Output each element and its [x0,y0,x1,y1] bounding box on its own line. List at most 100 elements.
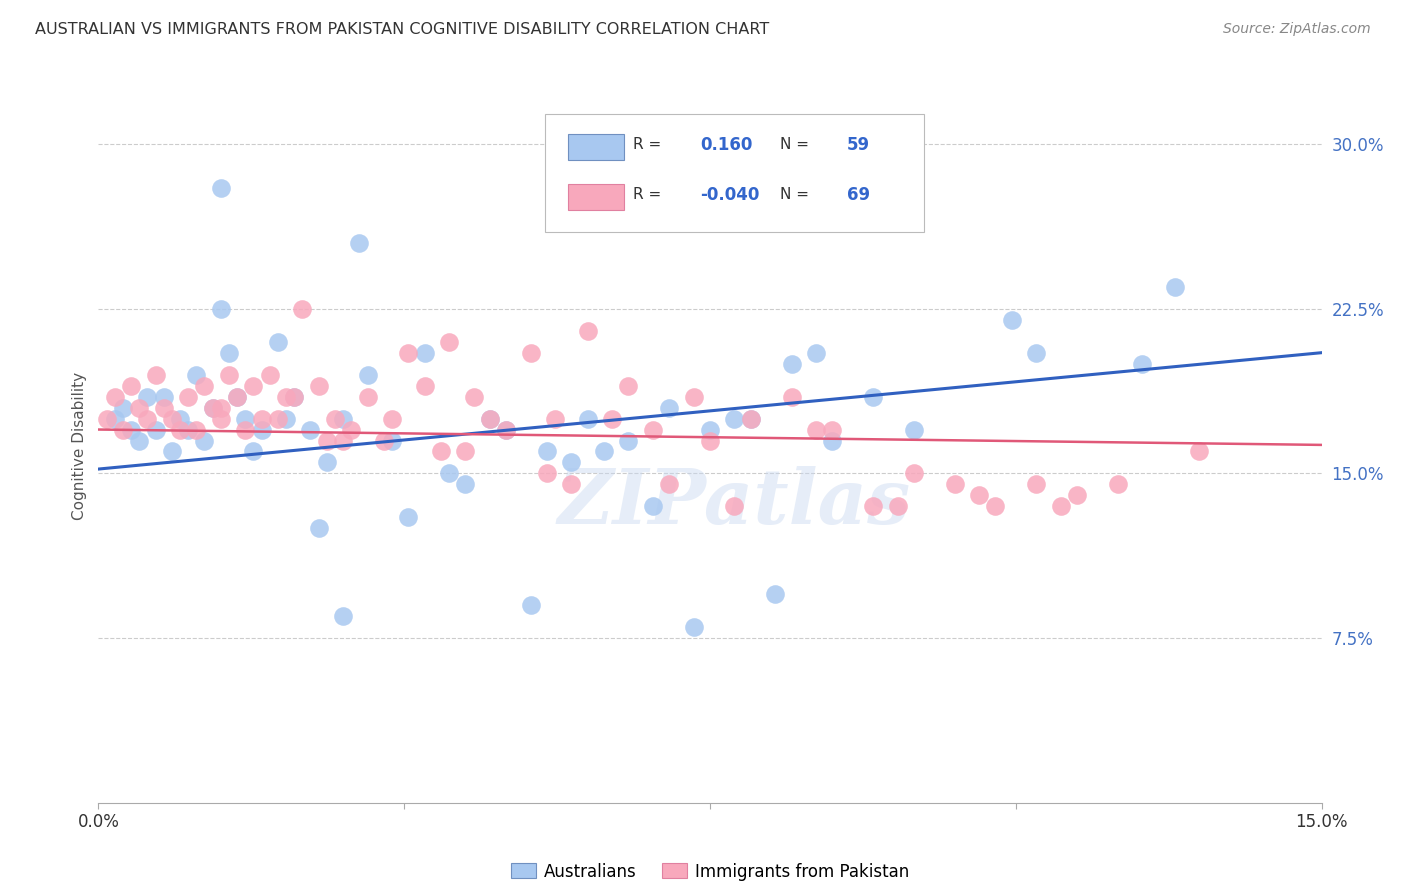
Point [315,434,337,448]
Point [233,411,256,425]
Point [332,609,354,624]
Point [120,378,142,392]
Point [1164,280,1187,294]
Text: AUSTRALIAN VS IMMIGRANTS FROM PAKISTAN COGNITIVE DISABILITY CORRELATION CHART: AUSTRALIAN VS IMMIGRANTS FROM PAKISTAN C… [35,22,769,37]
Point [373,434,395,448]
Point [413,378,436,392]
Point [658,477,681,491]
Point [308,521,330,535]
Point [1025,477,1047,491]
Point [804,423,827,437]
Point [862,390,884,404]
Point [617,378,640,392]
Point [699,423,721,437]
Point [740,411,762,425]
FancyBboxPatch shape [568,184,624,210]
Point [136,411,159,425]
Point [209,411,232,425]
Point [160,444,183,458]
FancyBboxPatch shape [568,134,624,160]
Point [186,423,208,437]
Text: ZIPatlas: ZIPatlas [558,467,911,540]
Point [658,401,681,415]
Point [943,477,966,491]
Point [967,488,990,502]
Point [519,598,541,612]
Point [332,434,354,448]
Point [201,401,224,415]
Point [250,423,273,437]
Point [682,620,704,634]
Point [821,434,844,448]
Point [463,390,485,404]
Point [560,455,582,469]
Text: N =: N = [780,187,808,202]
Point [723,411,745,425]
Point [340,423,363,437]
Point [396,510,419,524]
Point [641,423,664,437]
Point [152,390,174,404]
Point [356,390,378,404]
Point [104,390,127,404]
Point [152,401,174,415]
Text: Source: ZipAtlas.com: Source: ZipAtlas.com [1223,22,1371,37]
Point [413,345,436,359]
Point [544,411,567,425]
Point [454,477,477,491]
Text: 0.160: 0.160 [700,136,752,153]
Point [804,345,827,359]
Point [740,411,762,425]
Point [177,423,200,437]
Point [349,235,371,250]
Point [111,401,134,415]
Point [1025,345,1047,359]
Point [454,444,477,458]
Point [267,334,290,349]
Point [177,390,200,404]
Point [160,411,183,425]
Point [984,500,1007,514]
Point [128,434,150,448]
Point [1001,312,1024,326]
Point [682,390,704,404]
Point [763,587,786,601]
Point [274,390,297,404]
Point [396,345,419,359]
Point [1107,477,1129,491]
Point [218,345,240,359]
Point [111,423,134,437]
Point [1130,357,1153,371]
Point [250,411,273,425]
Point [233,423,256,437]
Point [821,423,844,437]
Point [903,467,925,481]
Point [536,444,558,458]
Point [641,500,664,514]
Point [226,390,249,404]
Point [593,444,616,458]
Point [104,411,127,425]
Point [381,434,404,448]
Text: -0.040: -0.040 [700,186,759,203]
Point [780,390,803,404]
Point [267,411,290,425]
Point [356,368,378,382]
Point [242,378,264,392]
Point [617,434,640,448]
Point [560,477,582,491]
Text: N =: N = [780,137,808,153]
Point [495,423,517,437]
Point [600,411,623,425]
Point [242,444,264,458]
Point [478,411,501,425]
Point [128,401,150,415]
FancyBboxPatch shape [546,114,924,232]
Text: R =: R = [633,187,661,202]
Point [576,411,599,425]
Point [478,411,501,425]
Point [1188,444,1211,458]
Legend: Australians, Immigrants from Pakistan: Australians, Immigrants from Pakistan [503,856,917,888]
Point [169,423,191,437]
Point [259,368,281,382]
